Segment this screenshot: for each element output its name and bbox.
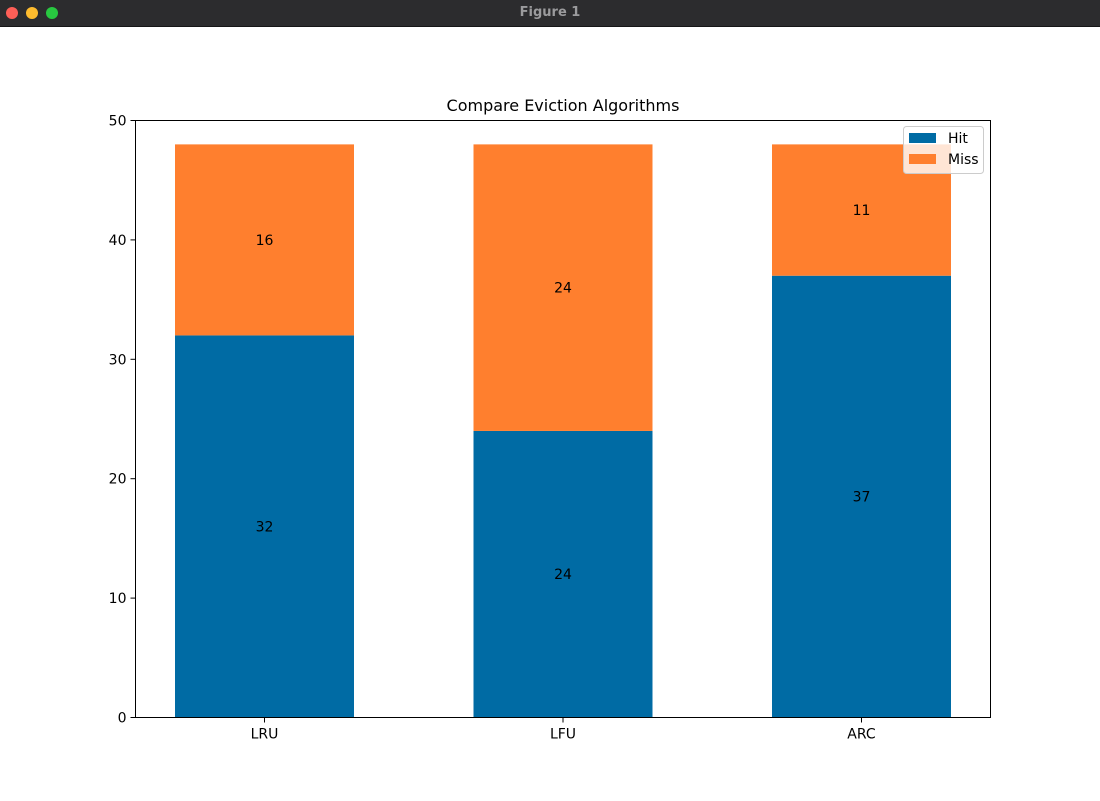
title-bar[interactable]: Figure 1 bbox=[0, 0, 1100, 27]
bars-group bbox=[175, 144, 951, 718]
x-tick-label-arc: ARC bbox=[847, 727, 876, 743]
data-label-hit-lfu: 24 bbox=[554, 567, 572, 583]
bar-miss-lfu bbox=[473, 144, 653, 431]
chart-canvas: 32 16 24 24 37 11 0 10 20 30 40 50 LRU LFU ARC Compa… bbox=[109, 96, 991, 743]
x-tick-label-lfu: LFU bbox=[550, 727, 576, 743]
data-label-miss-lru: 16 bbox=[256, 233, 274, 249]
x-tick-label-lru: LRU bbox=[251, 727, 279, 743]
bar-labels-group: 32 16 24 24 37 11 bbox=[256, 203, 871, 583]
bar-hit-arc bbox=[772, 275, 951, 718]
y-tick-label: 40 bbox=[109, 233, 127, 249]
chart-title: Compare Eviction Algorithms bbox=[447, 96, 680, 115]
data-label-hit-arc: 37 bbox=[853, 490, 871, 506]
y-axis-ticks: 0 10 20 30 40 50 bbox=[109, 114, 136, 727]
maximize-window-button[interactable] bbox=[46, 7, 58, 19]
legend-label-hit: Hit bbox=[948, 131, 968, 147]
bar-hit-lfu bbox=[473, 430, 653, 718]
legend-swatch-miss bbox=[909, 154, 936, 164]
window-title: Figure 1 bbox=[519, 5, 581, 20]
y-tick-label: 20 bbox=[109, 472, 127, 488]
data-label-miss-arc: 11 bbox=[853, 203, 871, 219]
data-label-miss-lfu: 24 bbox=[554, 281, 572, 297]
legend-swatch-hit bbox=[909, 133, 936, 143]
y-tick-label: 0 bbox=[118, 711, 127, 727]
y-tick-label: 30 bbox=[109, 352, 127, 368]
y-tick-label: 10 bbox=[109, 591, 127, 607]
bar-miss-lru bbox=[175, 144, 354, 336]
bar-hit-lru bbox=[175, 335, 354, 718]
close-window-button[interactable] bbox=[6, 7, 18, 19]
legend: Hit Miss bbox=[903, 126, 984, 174]
y-tick-label: 50 bbox=[109, 114, 127, 130]
legend-label-miss: Miss bbox=[948, 152, 979, 168]
data-label-hit-lru: 32 bbox=[256, 519, 274, 535]
minimize-window-button[interactable] bbox=[26, 7, 38, 19]
x-axis-ticks: LRU LFU ARC bbox=[251, 717, 876, 743]
